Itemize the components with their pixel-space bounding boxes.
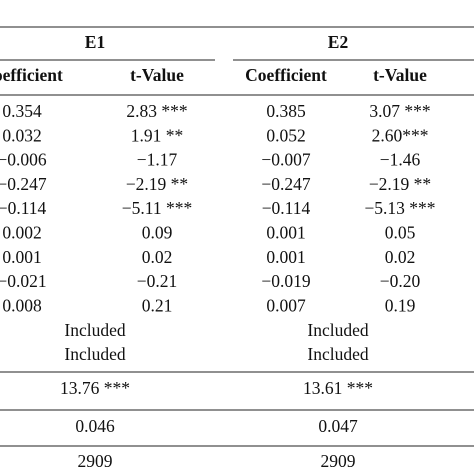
- cell: −0.247: [0, 174, 47, 194]
- column-header: t-Value: [130, 65, 184, 85]
- cell: 2909: [78, 451, 113, 471]
- cell: −0.021: [0, 271, 47, 291]
- cell: 0.001: [2, 247, 41, 267]
- cell: 0.007: [266, 295, 306, 315]
- cell: −5.11 ***: [122, 198, 192, 218]
- group-header: E2: [328, 32, 348, 52]
- cell: −0.247: [261, 174, 310, 194]
- cell: 0.001: [266, 223, 305, 243]
- cell: 0.05: [385, 223, 416, 243]
- cell: 0.052: [266, 125, 305, 145]
- cell: −0.114: [0, 198, 47, 218]
- cell: 2.83 ***: [126, 101, 187, 121]
- cell: 0.02: [385, 247, 416, 267]
- cell: 0.354: [2, 101, 42, 121]
- cell: −0.114: [262, 198, 311, 218]
- cell: −1.17: [137, 150, 178, 170]
- cell: −0.006: [0, 150, 47, 170]
- cell: −0.20: [380, 271, 421, 291]
- cell: 0.385: [266, 101, 306, 121]
- cell: Included: [307, 344, 368, 364]
- cell: 0.032: [2, 125, 41, 145]
- cell: 2909: [321, 451, 356, 471]
- cell: 0.21: [142, 295, 173, 315]
- cell: 0.008: [2, 295, 42, 315]
- cell: −0.007: [261, 150, 310, 170]
- cell: 3.07 ***: [369, 101, 430, 121]
- cell: 0.02: [142, 247, 173, 267]
- column-header: Coefficient: [245, 65, 327, 85]
- cell: −2.19 **: [126, 174, 188, 194]
- cell: −0.019: [261, 271, 310, 291]
- cell: 0.09: [142, 223, 173, 243]
- column-header: Coefficient: [0, 65, 63, 85]
- group-header: E1: [85, 32, 105, 52]
- cell: 0.046: [75, 416, 115, 436]
- cell: 2.60***: [372, 125, 429, 145]
- cell: 0.19: [385, 295, 416, 315]
- cell: −5.13 ***: [364, 198, 435, 218]
- column-header: t-Value: [373, 65, 427, 85]
- cell: 13.61 ***: [303, 378, 373, 398]
- cell: 0.002: [2, 223, 41, 243]
- cell: 0.047: [318, 416, 358, 436]
- cell: Included: [307, 320, 368, 340]
- cell: Included: [64, 344, 125, 364]
- cell: 13.76 ***: [60, 378, 130, 398]
- cell: Included: [64, 320, 125, 340]
- cell: −2.19 **: [369, 174, 431, 194]
- cell: 0.001: [266, 247, 305, 267]
- cell: 1.91 **: [131, 125, 184, 145]
- cell: −1.46: [380, 150, 421, 170]
- cell: −0.21: [137, 271, 178, 291]
